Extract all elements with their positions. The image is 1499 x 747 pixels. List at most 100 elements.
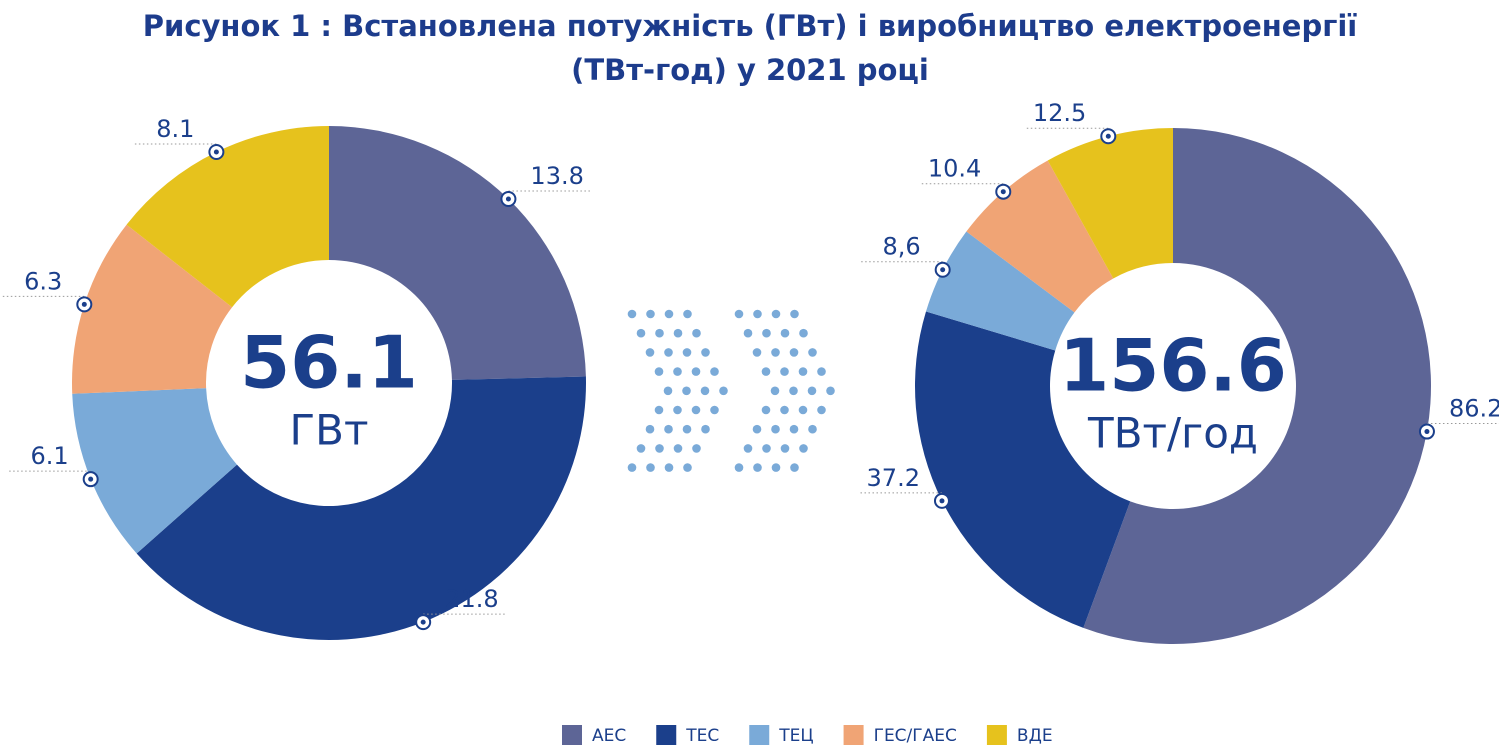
decor-dot [682, 424, 692, 434]
slice [914, 311, 1131, 628]
decor-dot [789, 386, 798, 396]
legend-swatch [656, 725, 677, 745]
decor-dot [664, 348, 673, 357]
legend-label: АЕС [592, 726, 626, 746]
decor-dot [789, 424, 799, 434]
decor-dot [799, 444, 808, 453]
decor-dot [761, 405, 771, 415]
decor-dot [770, 386, 780, 396]
decor-dot [655, 328, 664, 338]
leader-line [134, 143, 217, 152]
decor-dot [673, 405, 682, 415]
leader-line [921, 183, 1004, 192]
decor-dot [753, 309, 762, 319]
slice [1083, 128, 1432, 644]
decor-dot [646, 309, 655, 319]
center-unit: ТВт/год [1087, 409, 1258, 458]
leader-line [860, 261, 944, 270]
decor-dot [762, 328, 771, 338]
marker-dot-center [88, 476, 94, 482]
decor-dot [636, 328, 646, 338]
leader-line [1426, 423, 1499, 432]
value-label: 12.5 [1033, 99, 1086, 127]
decor-dot [627, 463, 637, 472]
value-label: 8,6 [883, 233, 921, 261]
decor-dot [692, 444, 701, 453]
legend-swatch [749, 725, 770, 745]
leader-line [2, 295, 85, 305]
decor-dot [664, 424, 673, 434]
decor-dot [636, 444, 646, 453]
legend-swatch [986, 725, 1007, 745]
value-label: 6.3 [24, 267, 62, 295]
decor-dot [780, 405, 789, 415]
decor-dot [645, 348, 655, 357]
decor-dot [799, 328, 808, 338]
decor-dot [790, 463, 799, 472]
marker-dot-center [213, 149, 219, 155]
decor-dot [710, 367, 719, 376]
center-total: 56.1 [240, 321, 418, 405]
decor-dot [826, 386, 835, 396]
marker-dot-center [1000, 189, 1006, 195]
decor-dot [771, 348, 780, 357]
decor-dot [752, 424, 762, 434]
decor-dot [743, 328, 753, 338]
legend-swatch [562, 725, 582, 745]
marker-dot-center [1105, 133, 1111, 139]
leader-line [8, 470, 92, 480]
decor-dot [701, 424, 710, 434]
leader-line [859, 492, 943, 501]
decor-dot [771, 424, 780, 434]
value-label: 21.8 [445, 585, 498, 613]
decor-dot [771, 309, 781, 319]
decor-dot [808, 348, 817, 357]
decor-dot [682, 386, 691, 396]
decor-dot [664, 309, 674, 319]
marker-dot-center [420, 619, 426, 625]
decor-dot [780, 328, 790, 338]
decor-dot [780, 444, 790, 453]
decor-dot [627, 309, 637, 319]
decor-dot [691, 405, 701, 415]
decor-dot [673, 328, 683, 338]
slice [926, 231, 1075, 351]
decor-dot [798, 405, 808, 415]
decor-dot [762, 444, 771, 453]
legend-label: ТЕС [685, 726, 719, 746]
decor-dot [761, 367, 771, 376]
value-label: 86.2 [1449, 395, 1499, 423]
decor-dot [683, 309, 692, 319]
decor-dot [734, 463, 744, 472]
chart-title: Рисунок 1 : Встановлена потужність (ГВт)… [142, 9, 1358, 87]
decor-dot [673, 367, 682, 376]
legend-swatch [843, 725, 864, 745]
leader-line [507, 190, 591, 199]
decor-dot [771, 463, 781, 472]
decor-dot [719, 386, 728, 396]
value-label: 8.1 [156, 115, 194, 143]
decor-dot [683, 463, 692, 472]
decor-dot [700, 386, 710, 396]
value-label: 13.8 [530, 162, 583, 190]
decor-dot [663, 386, 673, 396]
decor-dot [743, 444, 753, 453]
decor-dot [752, 348, 762, 357]
decor-dot [789, 348, 799, 357]
marker-dot-center [1424, 429, 1430, 435]
slice [1047, 128, 1173, 279]
legend-label: ГЕС/ГАЕС [874, 726, 957, 746]
decor-dot [807, 386, 817, 396]
decor-dot [682, 348, 692, 357]
slice [72, 388, 237, 554]
slice [136, 376, 587, 640]
decor-dot [645, 424, 655, 434]
decor-dot [808, 424, 817, 434]
legend-label: ТЕЦ [778, 726, 813, 746]
marker-dot-center [939, 498, 945, 504]
legend-label: ВДЕ [1017, 726, 1053, 746]
center-unit: ГВт [290, 406, 369, 455]
decor-dot [692, 328, 701, 338]
